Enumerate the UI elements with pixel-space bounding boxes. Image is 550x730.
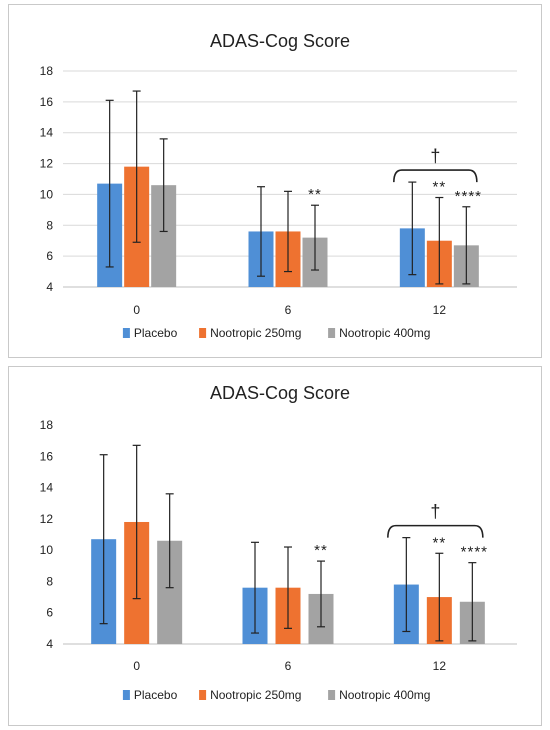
x-tick-label: 12 <box>433 303 447 317</box>
x-tick-label: 6 <box>285 659 292 673</box>
dagger-annotation: † <box>430 146 440 166</box>
y-tick-label: 16 <box>40 95 54 109</box>
legend-label: Nootropic 250mg <box>210 326 301 340</box>
significance-annotation: ** <box>308 186 322 203</box>
significance-annotation: **** <box>461 544 488 561</box>
legend-swatch-nootropic-400mg <box>328 690 336 700</box>
y-tick-label: 10 <box>40 187 54 201</box>
chart-panel-top: ADAS-Cog Score 4 6 8 10 12 14 16 18 0 6 12 ** ** **** †… <box>8 4 542 358</box>
y-tick-label: 18 <box>40 418 54 432</box>
x-tick-label: 12 <box>433 659 447 673</box>
legend-swatch-nootropic-250mg <box>199 328 207 338</box>
significance-bracket <box>393 169 478 183</box>
chart-title: ADAS-Cog Score <box>210 383 350 403</box>
y-tick-label: 14 <box>40 126 54 140</box>
legend-swatch-placebo <box>122 328 130 338</box>
y-tick-label: 4 <box>46 637 53 651</box>
dagger-annotation: † <box>430 502 440 522</box>
y-tick-label: 8 <box>46 574 53 588</box>
legend-label: Placebo <box>134 688 178 702</box>
x-tick-label: 6 <box>285 303 292 317</box>
legend-label: Nootropic 400mg <box>339 326 430 340</box>
y-tick-label: 12 <box>40 512 54 526</box>
chart-title: ADAS-Cog Score <box>210 31 350 51</box>
y-tick-label: 16 <box>40 449 54 463</box>
significance-annotation: ** <box>314 542 328 559</box>
significance-bracket <box>387 524 484 538</box>
y-tick-label: 6 <box>46 606 53 620</box>
y-tick-label: 18 <box>40 64 54 78</box>
legend-label: Nootropic 250mg <box>210 688 301 702</box>
y-tick-label: 8 <box>46 218 53 232</box>
y-tick-label: 6 <box>46 249 53 263</box>
y-tick-label: 12 <box>40 157 54 171</box>
y-tick-label: 10 <box>40 543 54 557</box>
x-tick-label: 0 <box>133 303 140 317</box>
legend-swatch-placebo <box>122 690 130 700</box>
y-tick-label: 14 <box>40 481 54 495</box>
legend-label: Nootropic 400mg <box>339 688 430 702</box>
legend-swatch-nootropic-250mg <box>199 690 207 700</box>
significance-annotation: ** <box>432 534 446 551</box>
significance-annotation: **** <box>455 188 482 205</box>
legend-swatch-nootropic-400mg <box>328 328 336 338</box>
legend-label: Placebo <box>134 326 178 340</box>
y-tick-label: 4 <box>46 280 53 294</box>
significance-annotation: ** <box>432 179 446 196</box>
chart-panel-bottom: ADAS-Cog Score 4 6 8 10 12 14 16 18 0 6 12 ** ** **** †… <box>8 366 542 726</box>
x-tick-label: 0 <box>133 659 140 673</box>
